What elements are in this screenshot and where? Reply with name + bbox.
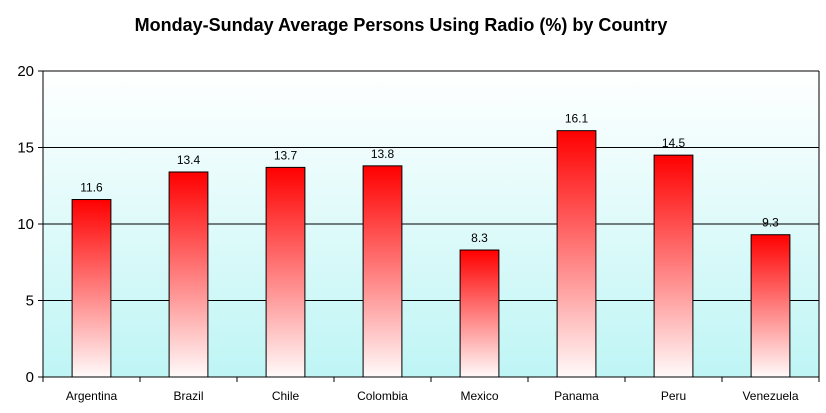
x-category-label: Mexico	[460, 389, 498, 403]
bar-mexico	[459, 249, 500, 378]
x-category-label: Venezuela	[742, 389, 798, 403]
x-category-label: Peru	[661, 389, 686, 403]
bar-peru	[653, 154, 694, 378]
x-category-label: Argentina	[66, 389, 118, 403]
bar-brazil	[168, 171, 209, 378]
data-label: 13.8	[371, 147, 395, 161]
chart-title: Monday-Sunday Average Persons Using Radi…	[135, 15, 668, 35]
data-label: 13.7	[274, 148, 298, 162]
x-axis: Argentina Brazil Chile Colombia Mexico Panama…	[42, 71, 820, 403]
data-label: 9.3	[762, 216, 779, 230]
y-tick-label: 10	[17, 216, 34, 233]
bar-panama	[556, 130, 597, 378]
y-tick-label: 0	[26, 369, 34, 386]
data-label: 8.3	[471, 231, 488, 245]
bar-argentina	[71, 199, 112, 378]
bar-colombia	[362, 165, 403, 378]
bar-chile	[265, 166, 306, 378]
x-category-label: Brazil	[173, 389, 203, 403]
bar-venezuela	[750, 234, 791, 378]
bars-group	[71, 130, 791, 378]
x-category-label: Colombia	[357, 389, 408, 403]
data-label: 14.5	[662, 136, 686, 150]
y-tick-label: 15	[17, 140, 34, 157]
y-tick-label: 20	[17, 63, 34, 80]
x-category-label: Panama	[554, 389, 599, 403]
data-label: 13.4	[177, 153, 201, 167]
data-label: 16.1	[565, 112, 589, 126]
y-axis: 0 5 10 15 20	[17, 63, 44, 386]
data-label: 11.6	[80, 181, 103, 195]
data-labels-group: 11.6 13.4 13.7 13.8 8.3 16.1 14.5 9.3	[80, 112, 779, 245]
x-category-label: Chile	[272, 389, 300, 403]
y-tick-label: 5	[26, 293, 34, 310]
